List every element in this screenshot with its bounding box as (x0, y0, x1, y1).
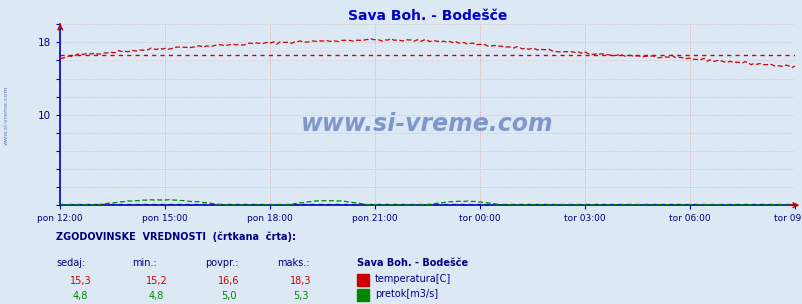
Text: 16,6: 16,6 (218, 276, 239, 286)
Title: Sava Boh. - Bodešče: Sava Boh. - Bodešče (347, 9, 507, 23)
Text: ZGODOVINSKE  VREDNOSTI  (črtkana  črta):: ZGODOVINSKE VREDNOSTI (črtkana črta): (56, 232, 296, 242)
Text: 18,3: 18,3 (290, 276, 311, 286)
Text: www.si-vreme.com: www.si-vreme.com (4, 86, 9, 145)
Text: 5,0: 5,0 (221, 292, 237, 302)
Text: 4,8: 4,8 (148, 292, 164, 302)
Text: Sava Boh. - Bodešče: Sava Boh. - Bodešče (357, 258, 468, 268)
Text: www.si-vreme.com: www.si-vreme.com (301, 112, 553, 136)
Text: sedaj:: sedaj: (56, 258, 85, 268)
Text: maks.:: maks.: (277, 258, 309, 268)
Text: 15,2: 15,2 (145, 276, 168, 286)
Text: temperatura[C]: temperatura[C] (375, 274, 451, 284)
Text: min.:: min.: (132, 258, 157, 268)
Text: 5,3: 5,3 (293, 292, 309, 302)
Text: 15,3: 15,3 (70, 276, 91, 286)
Text: 4,8: 4,8 (72, 292, 88, 302)
Text: povpr.:: povpr.: (205, 258, 238, 268)
Text: pretok[m3/s]: pretok[m3/s] (375, 289, 438, 299)
